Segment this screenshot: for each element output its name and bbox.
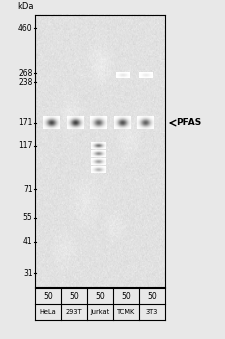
Text: PFAS: PFAS xyxy=(176,119,201,127)
Text: TCMK: TCMK xyxy=(117,309,135,315)
Text: 41: 41 xyxy=(23,237,33,246)
Text: 171: 171 xyxy=(18,119,33,127)
Text: 268: 268 xyxy=(18,69,33,78)
Text: 460: 460 xyxy=(18,24,33,33)
Text: 71: 71 xyxy=(23,185,33,194)
Text: 293T: 293T xyxy=(66,309,82,315)
Text: 117: 117 xyxy=(18,141,33,150)
Text: 55: 55 xyxy=(23,213,33,222)
Text: 50: 50 xyxy=(69,292,79,301)
Text: 50: 50 xyxy=(121,292,131,301)
Text: 3T3: 3T3 xyxy=(146,309,158,315)
Text: 50: 50 xyxy=(147,292,157,301)
Text: Jurkat: Jurkat xyxy=(90,309,110,315)
Text: 31: 31 xyxy=(23,268,33,278)
Text: 50: 50 xyxy=(43,292,53,301)
Text: 238: 238 xyxy=(18,78,33,87)
Text: HeLa: HeLa xyxy=(40,309,56,315)
Text: kDa: kDa xyxy=(17,2,34,11)
Text: 50: 50 xyxy=(95,292,105,301)
